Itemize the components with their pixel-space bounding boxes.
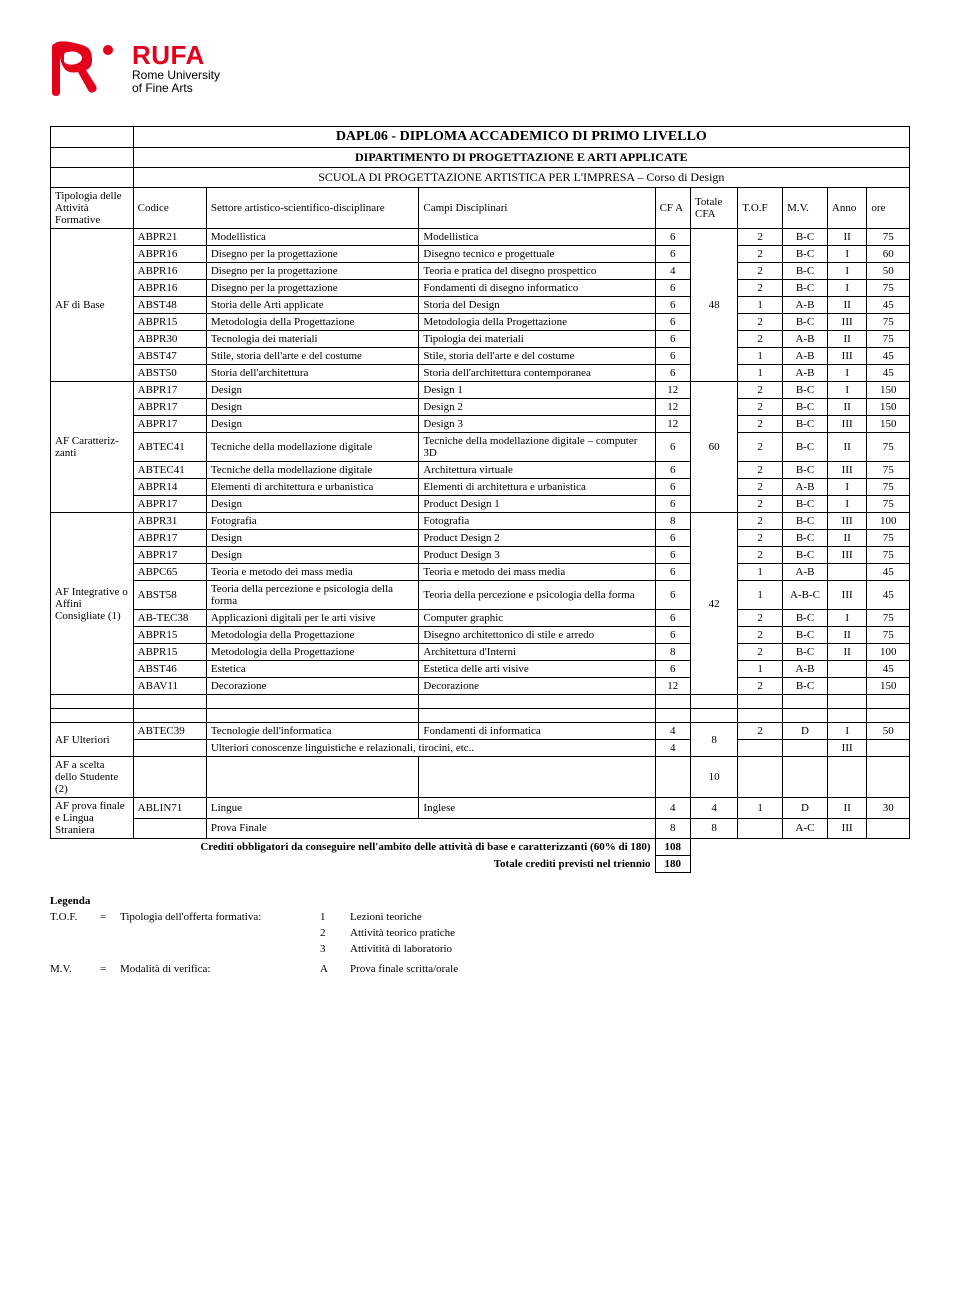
legenda-block: LegendaT.O.F.=Tipologia dell'offerta for… <box>50 893 910 977</box>
logo-sub2: of Fine Arts <box>132 82 220 95</box>
logo-text: RUFA Rome University of Fine Arts <box>132 41 220 96</box>
logo-mark <box>50 40 120 96</box>
logo-rufa: RUFA <box>132 41 220 70</box>
main-table: DAPL06 - DIPLOMA ACCADEMICO DI PRIMO LIV… <box>50 126 910 873</box>
logo-area: RUFA Rome University of Fine Arts <box>50 40 910 96</box>
